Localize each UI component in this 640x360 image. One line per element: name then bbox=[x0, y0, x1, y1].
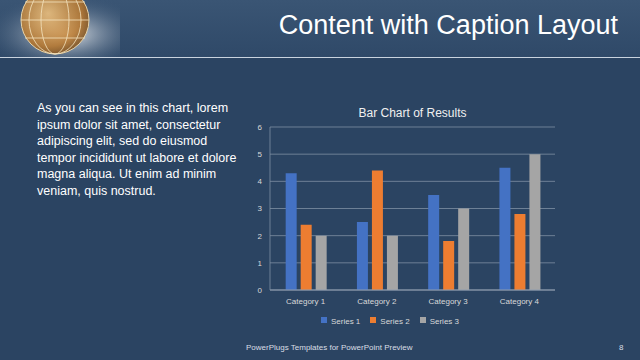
svg-text:0: 0 bbox=[258, 286, 263, 295]
html-text:Bar Chart of Results: Bar Chart of Results bbox=[358, 106, 467, 120]
html-text:Series 3: Series 3 bbox=[429, 317, 459, 326]
html-text:Series 1: Series 1 bbox=[331, 317, 361, 326]
svg-text:1: 1 bbox=[258, 259, 263, 268]
svg-text:Category 4: Category 4 bbox=[500, 297, 540, 306]
svg-text:6: 6 bbox=[258, 123, 263, 132]
html-text:Content with Caption Layout: Content with Caption Layout bbox=[278, 10, 618, 40]
svg-text:4: 4 bbox=[258, 177, 263, 186]
html-text:8: 8 bbox=[619, 343, 624, 352]
svg-text:Category 3: Category 3 bbox=[429, 297, 469, 306]
html-text:Series 2: Series 2 bbox=[380, 317, 410, 326]
svg-text:3: 3 bbox=[258, 204, 263, 213]
svg-text:2: 2 bbox=[258, 232, 263, 241]
svg-text:Category 2: Category 2 bbox=[357, 297, 397, 306]
html-text:As you can see in this chart,: As you can see in this chart, lorem ipsu… bbox=[37, 101, 237, 198]
html-text:PowerPlugs Templates for Power: PowerPlugs Templates for PowerPoint Prev… bbox=[246, 343, 413, 352]
svg-text:5: 5 bbox=[258, 150, 263, 159]
svg-text:Category 1: Category 1 bbox=[286, 297, 326, 306]
